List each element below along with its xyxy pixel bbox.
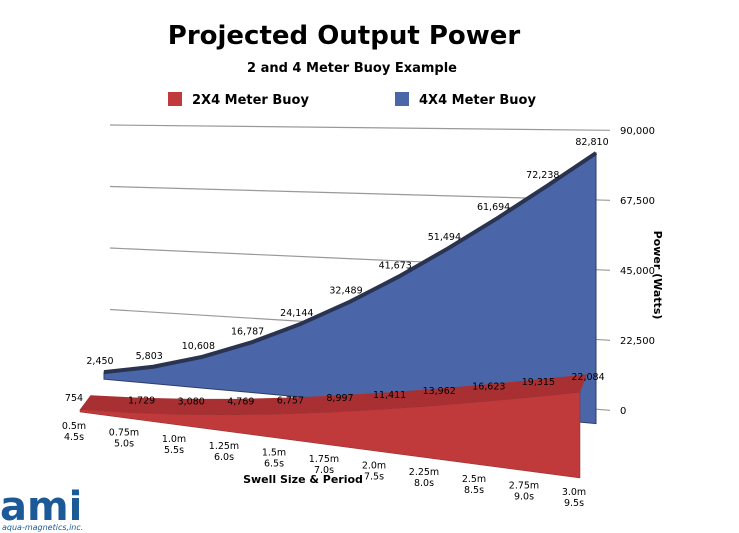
value-label: 61,694 bbox=[477, 202, 510, 213]
value-label: 72,238 bbox=[526, 170, 559, 181]
x-tick-label: 5.0s bbox=[114, 439, 134, 450]
legend-swatch bbox=[168, 92, 182, 106]
value-label: 2,450 bbox=[86, 356, 113, 367]
legend-swatch bbox=[395, 92, 409, 106]
logo-tagline: aqua-magnetics,inc. bbox=[2, 523, 83, 532]
value-label: 11,411 bbox=[373, 390, 406, 401]
x-tick-label: 2.25m bbox=[409, 467, 439, 478]
logo-text: ami bbox=[0, 484, 82, 530]
y-tick-label: 22,500 bbox=[620, 336, 655, 347]
value-label: 754 bbox=[65, 393, 83, 404]
value-label: 16,787 bbox=[231, 326, 264, 337]
x-tick-label: 6.5s bbox=[264, 458, 284, 469]
y-tick-label: 0 bbox=[620, 406, 626, 417]
value-label: 1,729 bbox=[128, 396, 155, 407]
x-tick-label: 1.5m bbox=[262, 447, 286, 458]
value-label: 51,494 bbox=[428, 232, 461, 243]
value-label: 32,489 bbox=[329, 286, 362, 297]
y-axis-title: Power (Watts) bbox=[651, 231, 664, 320]
x-tick-label: 1.75m bbox=[309, 454, 339, 465]
chart-title: Projected Output Power bbox=[168, 21, 521, 51]
x-tick-label: 3.0m bbox=[562, 487, 586, 498]
x-tick-label: 1.0m bbox=[162, 434, 186, 445]
y-tick-label: 67,500 bbox=[620, 196, 655, 207]
y-tick-label: 90,000 bbox=[620, 126, 655, 137]
value-label: 3,080 bbox=[178, 397, 205, 408]
value-label: 16,623 bbox=[472, 382, 505, 393]
x-tick-label: 9.5s bbox=[564, 498, 584, 509]
x-tick-label: 0.5m bbox=[62, 421, 86, 432]
value-label: 82,810 bbox=[575, 137, 608, 148]
x-tick-label: 7.5s bbox=[364, 472, 384, 483]
x-tick-label: 1.25m bbox=[209, 441, 239, 452]
value-label: 5,803 bbox=[136, 351, 163, 362]
legend-label: 2X4 Meter Buoy bbox=[192, 93, 309, 108]
y-tick-label: 45,000 bbox=[620, 266, 655, 277]
x-tick-label: 4.5s bbox=[64, 432, 84, 443]
x-axis-title: Swell Size & Period bbox=[243, 473, 363, 486]
series-line bbox=[103, 151, 598, 375]
legend-label: 4X4 Meter Buoy bbox=[419, 93, 536, 108]
value-label: 13,962 bbox=[423, 386, 456, 397]
value-label: 22,084 bbox=[571, 372, 604, 383]
chart-subtitle: 2 and 4 Meter Buoy Example bbox=[247, 61, 457, 76]
x-tick-label: 6.0s bbox=[214, 452, 234, 463]
x-tick-label: 8.5s bbox=[464, 485, 484, 496]
value-label: 8,997 bbox=[326, 393, 353, 404]
value-label: 6,757 bbox=[277, 395, 304, 406]
x-tick-label: 2.5m bbox=[462, 474, 486, 485]
value-label: 19,315 bbox=[522, 377, 555, 388]
series-top-face bbox=[80, 374, 587, 415]
x-tick-label: 8.0s bbox=[414, 478, 434, 489]
value-label: 41,673 bbox=[379, 260, 412, 271]
x-tick-label: 2.75m bbox=[509, 480, 539, 491]
grid-line bbox=[109, 124, 611, 131]
x-tick-label: 9.0s bbox=[514, 491, 534, 502]
x-tick-label: 0.75m bbox=[109, 428, 139, 439]
x-tick-label: 5.5s bbox=[164, 445, 184, 456]
x-tick-label: 7.0s bbox=[314, 465, 334, 476]
value-label: 24,144 bbox=[280, 308, 313, 319]
value-label: 10,608 bbox=[182, 341, 215, 352]
value-label: 4,769 bbox=[227, 397, 254, 408]
x-tick-label: 2.0m bbox=[362, 461, 386, 472]
